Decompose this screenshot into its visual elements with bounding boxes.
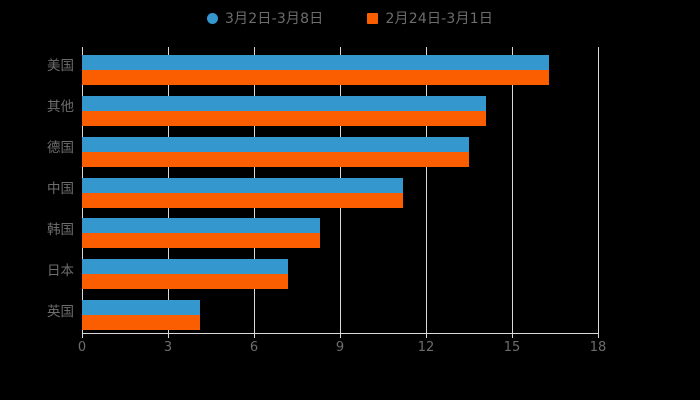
- x-tick-15: [512, 333, 513, 338]
- bar-row: [82, 88, 598, 129]
- y-axis-label-美国: 美国: [47, 58, 74, 75]
- bar-row: [82, 129, 598, 170]
- y-axis-label-德国: 德国: [47, 140, 74, 157]
- y-axis-labels: 美国其他德国中国韩国日本英国: [8, 47, 74, 333]
- x-tick-label-6: 6: [249, 340, 259, 355]
- legend-marker-square-icon: [367, 12, 379, 24]
- gridline-12: [426, 47, 427, 333]
- x-tick-label-12: 12: [417, 340, 435, 355]
- y-axis-label-英国: 英国: [47, 303, 74, 320]
- plot-area: [82, 47, 599, 333]
- bar-其他-series-0[interactable]: [82, 95, 487, 111]
- x-tick-label-0: 0: [77, 340, 87, 355]
- chart-legend: 3月2日-3月8日 2月24日-3月1日: [0, 8, 700, 28]
- x-tick-label-3: 3: [163, 340, 173, 355]
- bar-德国-series-1[interactable]: [82, 151, 469, 167]
- x-tick-label-9: 9: [335, 340, 345, 355]
- bar-英国-series-1[interactable]: [82, 315, 200, 331]
- x-tick-9: [340, 333, 341, 338]
- x-tick-3: [168, 333, 169, 338]
- bar-其他-series-1[interactable]: [82, 110, 487, 126]
- legend-item-series-1[interactable]: 2月24日-3月1日: [367, 8, 493, 28]
- bar-韩国-series-0[interactable]: [82, 218, 320, 234]
- bar-韩国-series-1[interactable]: [82, 233, 320, 249]
- bar-美国-series-0[interactable]: [82, 55, 550, 70]
- x-tick-0: [82, 333, 83, 338]
- bar-日本-series-1[interactable]: [82, 274, 289, 290]
- x-tick-label-18: 18: [589, 340, 607, 355]
- y-axis-label-日本: 日本: [47, 262, 74, 279]
- bar-英国-series-0[interactable]: [82, 300, 200, 316]
- bar-row: [82, 210, 598, 251]
- bar-row: [82, 47, 598, 88]
- x-tick-6: [254, 333, 255, 338]
- gridline-15: [512, 47, 513, 333]
- bar-row: [82, 170, 598, 211]
- legend-label-series-1: 2月24日-3月1日: [385, 11, 494, 27]
- x-tick-18: [598, 333, 599, 338]
- y-axis-label-中国: 中国: [47, 181, 74, 197]
- y-axis-label-韩国: 韩国: [47, 221, 74, 238]
- legend-item-series-0[interactable]: 3月2日-3月8日: [206, 8, 324, 28]
- bar-row: [82, 251, 598, 292]
- bar-日本-series-0[interactable]: [82, 259, 289, 275]
- bar-中国-series-1[interactable]: [82, 192, 404, 208]
- x-tick-12: [426, 333, 427, 338]
- gridline-18: [598, 47, 599, 333]
- bar-美国-series-1[interactable]: [82, 70, 550, 85]
- bar-row: [82, 292, 598, 333]
- legend-label-series-0: 3月2日-3月8日: [224, 11, 324, 27]
- bar-中国-series-0[interactable]: [82, 177, 404, 193]
- x-tick-label-15: 15: [503, 340, 521, 355]
- x-axis: 0 3 6 9 12 15 18: [78, 333, 606, 363]
- bar-德国-series-0[interactable]: [82, 136, 469, 152]
- y-axis-label-其他: 其他: [47, 99, 74, 116]
- legend-marker-circle-icon: [206, 12, 218, 24]
